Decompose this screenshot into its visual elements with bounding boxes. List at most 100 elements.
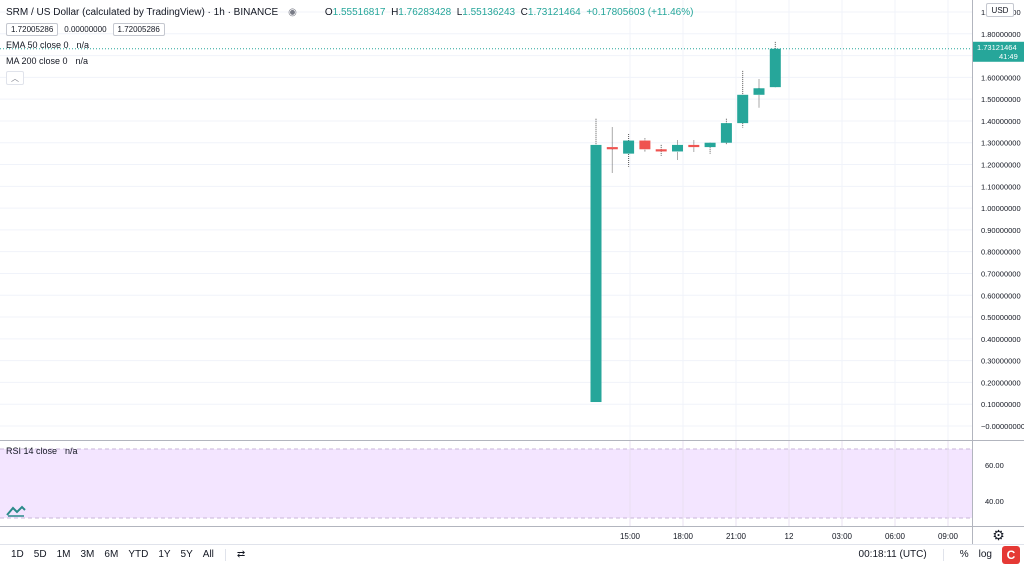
candle-body bbox=[672, 144, 683, 152]
price-tick-label: 0.50000000 bbox=[981, 313, 1021, 322]
range-1m-button[interactable]: 1M bbox=[56, 549, 71, 560]
price-tick-label: 0.20000000 bbox=[981, 378, 1021, 387]
pane-separator[interactable] bbox=[0, 440, 1024, 441]
open-label: O bbox=[324, 6, 333, 18]
time-axis-labels[interactable]: 15:00 18:00 21:00 12 03:00 06:00 09:00 bbox=[0, 527, 972, 545]
range-all-button[interactable]: All bbox=[202, 549, 214, 560]
price-tick-label: 1.00000000 bbox=[981, 204, 1021, 213]
sell-price-box[interactable]: 1.72005286 bbox=[6, 23, 59, 36]
time-tick-label: 06:00 bbox=[885, 532, 906, 541]
price-tick-label: 0.30000000 bbox=[981, 357, 1021, 366]
low-value: 1.55136243 bbox=[462, 6, 516, 18]
candle-body bbox=[737, 94, 749, 124]
candle-body bbox=[688, 144, 700, 148]
candle-body bbox=[590, 144, 602, 403]
ema-indicator-legend[interactable]: EMA 50 close 0 n/a bbox=[6, 40, 693, 52]
rsi-indicator-legend[interactable]: RSI 14 close n/a bbox=[6, 446, 78, 456]
candle-body bbox=[704, 142, 716, 148]
range-1d-button[interactable]: 1D bbox=[11, 549, 24, 560]
percent-scale-button[interactable]: % bbox=[959, 549, 969, 560]
price-tick-label: 1.80000000 bbox=[981, 30, 1021, 39]
ema-indicator-name: EMA 50 close 0 bbox=[6, 40, 69, 50]
price-tick-label: 1.50000000 bbox=[981, 95, 1021, 104]
candle-body bbox=[623, 140, 635, 154]
range-5d-button[interactable]: 5D bbox=[33, 549, 47, 560]
ma-indicator-name: MA 200 close 0 bbox=[6, 56, 68, 66]
range-6m-button[interactable]: 6M bbox=[104, 549, 119, 560]
utc-clock[interactable]: 00:18:11 (UTC) bbox=[858, 549, 927, 560]
time-tick-label: 15:00 bbox=[620, 532, 641, 541]
candle-body bbox=[639, 140, 651, 150]
eye-icon[interactable]: ◉ bbox=[288, 6, 297, 18]
toolbar-divider bbox=[942, 548, 944, 561]
candle-body bbox=[606, 147, 618, 150]
rsi-indicator-value: n/a bbox=[65, 446, 78, 456]
price-tick-label: 1.20000000 bbox=[981, 161, 1021, 170]
change-value: +0.17805603 (+11.46%) bbox=[586, 6, 694, 18]
ma-indicator-legend[interactable]: MA 200 close 0 n/a bbox=[6, 56, 693, 68]
bottom-right-controls: 00:18:11 (UTC) % log C bbox=[858, 545, 1024, 564]
main-chart-pane[interactable]: SRM / US Dollar (calculated by TradingVi… bbox=[0, 0, 972, 440]
time-tick-label: 21:00 bbox=[726, 532, 747, 541]
chart-settings-button[interactable]: ⚙ bbox=[972, 526, 1024, 544]
ma-indicator-value: n/a bbox=[75, 56, 89, 66]
open-value: 1.55516817 bbox=[332, 6, 386, 18]
gear-icon: ⚙ bbox=[992, 527, 1005, 543]
price-axis[interactable]: 1.900000001.800000001.700000001.60000000… bbox=[973, 0, 1024, 440]
toolbar-divider bbox=[224, 548, 226, 561]
tradingview-logo-icon[interactable] bbox=[5, 503, 27, 519]
buy-price-box[interactable]: 1.72005286 bbox=[112, 23, 165, 36]
price-tick-label: 1.60000000 bbox=[981, 73, 1021, 82]
high-value: 1.76283428 bbox=[398, 6, 452, 18]
rsi-tick-label: 60.00 bbox=[985, 461, 1004, 470]
ema-indicator-value: n/a bbox=[76, 40, 90, 50]
price-tick-label: −0.00000000 bbox=[981, 422, 1024, 431]
price-tick-label: 1.30000000 bbox=[981, 139, 1021, 148]
candle-body bbox=[753, 88, 765, 95]
candlestick-chart[interactable] bbox=[0, 0, 972, 440]
price-tick-label: 0.90000000 bbox=[981, 226, 1021, 235]
price-tick-label: 0.70000000 bbox=[981, 269, 1021, 278]
time-tick-label: 09:00 bbox=[938, 532, 959, 541]
range-3m-button[interactable]: 3M bbox=[80, 549, 95, 560]
price-tick-label: 0.10000000 bbox=[981, 400, 1021, 409]
price-tick-label: 0.40000000 bbox=[981, 335, 1021, 344]
last-price-tag bbox=[973, 41, 1024, 62]
spread-value: 0.00000000 bbox=[64, 25, 107, 34]
candle-body bbox=[655, 149, 667, 152]
time-tick-label: 12 bbox=[785, 532, 794, 541]
time-tick-label: 18:00 bbox=[673, 532, 694, 541]
collapse-legend-button[interactable]: ︿ bbox=[6, 71, 24, 85]
rsi-axis[interactable]: 60.00 40.00 bbox=[973, 441, 1024, 526]
high-label: H bbox=[391, 6, 399, 18]
candle-body bbox=[769, 48, 781, 88]
close-value: 1.73121464 bbox=[527, 6, 581, 18]
date-range-buttons: 1D 5D 1M 3M 6M YTD 1Y 5Y All ⇄ bbox=[0, 548, 250, 561]
range-1y-button[interactable]: 1Y bbox=[158, 549, 171, 560]
currency-button[interactable]: USD bbox=[986, 3, 1014, 17]
rsi-indicator-name: RSI 14 close bbox=[6, 446, 58, 456]
log-scale-button[interactable]: log bbox=[978, 549, 992, 560]
price-tick-label: 1.10000000 bbox=[981, 182, 1021, 191]
rsi-scale[interactable]: 60.00 40.00 bbox=[972, 441, 1024, 526]
candle-body bbox=[720, 123, 732, 143]
countdown-value: 41:49 bbox=[999, 52, 1018, 61]
range-ytd-button[interactable]: YTD bbox=[128, 549, 149, 560]
symbol-title[interactable]: SRM / US Dollar (calculated by TradingVi… bbox=[6, 6, 279, 18]
price-tick-label: 0.60000000 bbox=[981, 291, 1021, 300]
time-axis[interactable]: 15:00 18:00 21:00 12 03:00 06:00 09:00 bbox=[0, 526, 972, 544]
price-scale[interactable]: 1.900000001.800000001.700000001.60000000… bbox=[972, 0, 1024, 440]
range-5y-button[interactable]: 5Y bbox=[180, 549, 193, 560]
brand-logo-icon: C bbox=[1002, 545, 1020, 564]
rsi-pane[interactable]: RSI 14 close n/a bbox=[0, 441, 972, 526]
ohlc-values: O1.55516817 H1.76283428 L1.55136243 C1.7… bbox=[325, 7, 694, 18]
chevron-up-icon: ︿ bbox=[11, 73, 19, 83]
rsi-chart[interactable] bbox=[0, 441, 972, 526]
price-tick-label: 1.40000000 bbox=[981, 117, 1021, 126]
bid-ask-row: 1.72005286 0.00000000 1.72005286 bbox=[6, 23, 693, 36]
go-to-date-icon[interactable]: ⇄ bbox=[236, 549, 246, 560]
time-tick-label: 03:00 bbox=[832, 532, 853, 541]
price-tick-label: 0.80000000 bbox=[981, 248, 1021, 257]
bottom-toolbar: 1D 5D 1M 3M 6M YTD 1Y 5Y All ⇄ 00:18:11 … bbox=[0, 544, 1024, 564]
last-price-value: 1.73121464 bbox=[977, 43, 1017, 52]
